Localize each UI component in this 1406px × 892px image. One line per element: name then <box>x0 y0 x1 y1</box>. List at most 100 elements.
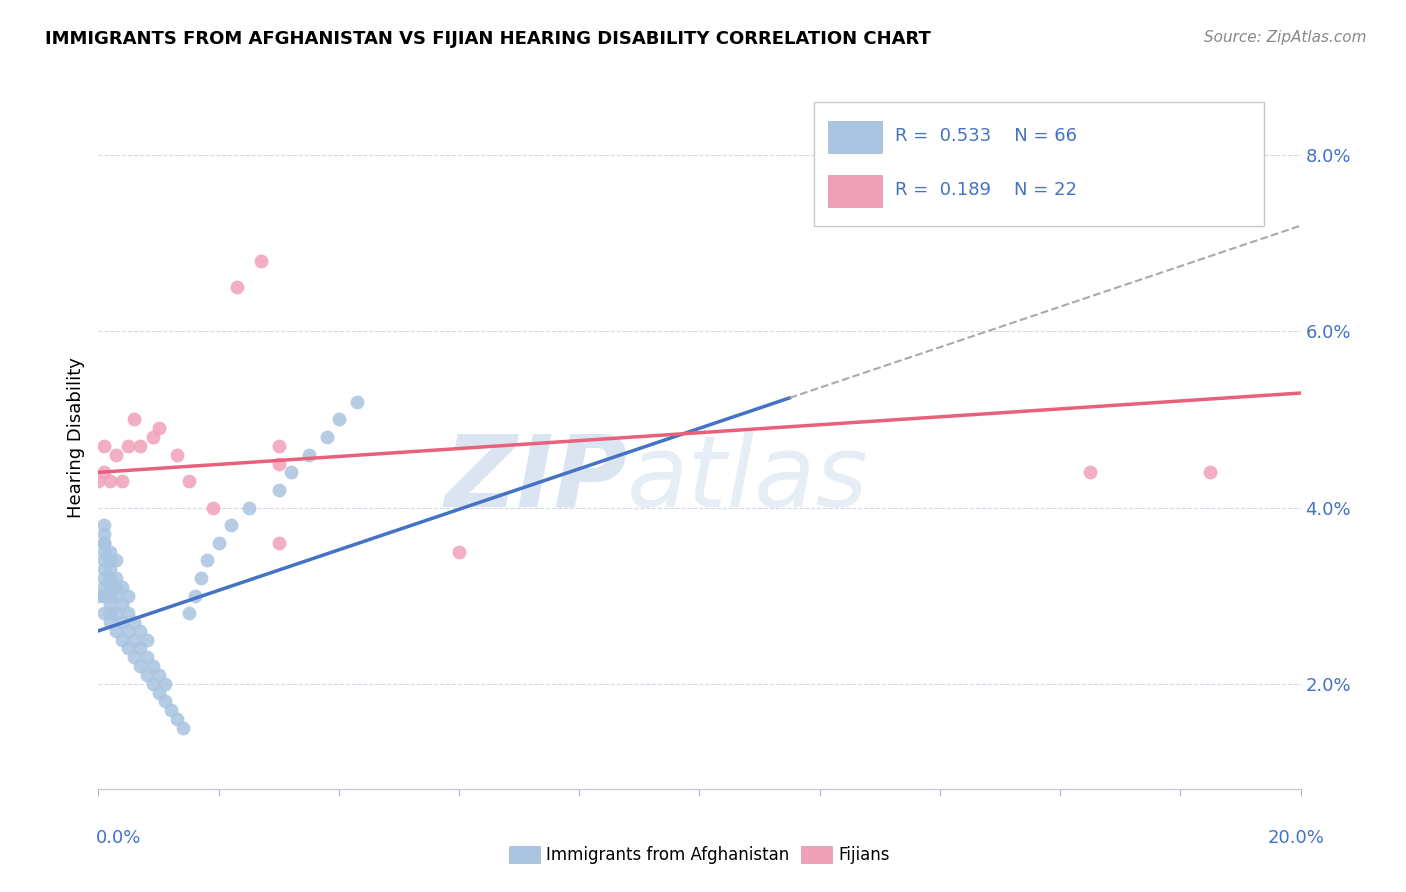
Point <box>100 562 122 576</box>
Text: atlas: atlas <box>627 431 869 528</box>
Point <box>105 553 128 567</box>
Point <box>87 589 110 603</box>
Point <box>93 589 115 603</box>
Text: ZIP: ZIP <box>444 431 627 528</box>
Point <box>93 527 115 541</box>
Point <box>93 535 115 549</box>
Point <box>183 589 205 603</box>
FancyBboxPatch shape <box>828 175 882 207</box>
Point <box>93 544 115 558</box>
Point <box>100 544 122 558</box>
Point <box>93 607 115 621</box>
Point <box>105 624 128 638</box>
Text: Source: ZipAtlas.com: Source: ZipAtlas.com <box>1204 30 1367 45</box>
Text: R =  0.533    N = 66: R = 0.533 N = 66 <box>896 128 1077 145</box>
Point <box>238 500 260 515</box>
Point <box>148 685 170 699</box>
Point <box>249 253 271 268</box>
Point <box>159 703 181 717</box>
Point <box>111 474 134 488</box>
Point <box>129 624 152 638</box>
Point <box>100 553 122 567</box>
Point <box>141 676 163 690</box>
Point <box>100 615 122 629</box>
Point <box>1199 466 1222 480</box>
Point <box>267 535 290 549</box>
Point <box>135 668 157 682</box>
Point <box>225 280 247 294</box>
Point <box>148 421 170 435</box>
Point <box>166 712 188 726</box>
Point <box>172 721 194 735</box>
Text: IMMIGRANTS FROM AFGHANISTAN VS FIJIAN HEARING DISABILITY CORRELATION CHART: IMMIGRANTS FROM AFGHANISTAN VS FIJIAN HE… <box>45 30 931 48</box>
Point <box>129 641 152 656</box>
Point <box>93 518 115 533</box>
Point <box>93 571 115 585</box>
Point <box>201 500 224 515</box>
Point <box>93 439 115 453</box>
Text: Fijians: Fijians <box>838 846 890 863</box>
Point <box>117 641 139 656</box>
Point <box>105 448 128 462</box>
Point <box>100 474 122 488</box>
Point <box>87 474 110 488</box>
Point <box>117 439 139 453</box>
Point <box>93 535 115 549</box>
Point <box>124 632 146 647</box>
Point <box>93 580 115 594</box>
Point <box>100 607 122 621</box>
Point <box>129 659 152 673</box>
Y-axis label: Hearing Disability: Hearing Disability <box>66 357 84 517</box>
Point <box>267 483 290 497</box>
Point <box>267 439 290 453</box>
Point <box>141 659 163 673</box>
Point <box>190 571 212 585</box>
Point <box>111 580 134 594</box>
Point <box>346 394 368 409</box>
Text: R =  0.189    N = 22: R = 0.189 N = 22 <box>896 181 1077 199</box>
Point <box>117 624 139 638</box>
Point <box>111 632 134 647</box>
Point <box>177 607 200 621</box>
Text: 0.0%: 0.0% <box>96 830 141 847</box>
Point <box>124 650 146 665</box>
Point <box>447 544 470 558</box>
FancyBboxPatch shape <box>828 121 882 153</box>
Point <box>208 535 231 549</box>
Point <box>100 580 122 594</box>
Point <box>111 598 134 612</box>
Point <box>105 589 128 603</box>
Point <box>117 607 139 621</box>
Point <box>100 598 122 612</box>
Point <box>166 448 188 462</box>
Point <box>148 668 170 682</box>
Point <box>105 580 128 594</box>
Text: 20.0%: 20.0% <box>1268 830 1324 847</box>
Point <box>105 607 128 621</box>
Point <box>93 466 115 480</box>
Point <box>105 571 128 585</box>
Point <box>129 439 152 453</box>
Point <box>153 694 176 708</box>
Point <box>153 676 176 690</box>
Point <box>195 553 218 567</box>
Point <box>267 457 290 471</box>
Point <box>177 474 200 488</box>
Point <box>219 518 242 533</box>
Point <box>298 448 321 462</box>
Point <box>315 430 337 444</box>
Point <box>124 615 146 629</box>
Point <box>100 589 122 603</box>
Point <box>135 632 157 647</box>
Point <box>141 430 163 444</box>
Point <box>328 412 350 426</box>
Point <box>93 553 115 567</box>
Point <box>117 589 139 603</box>
Text: Immigrants from Afghanistan: Immigrants from Afghanistan <box>546 846 789 863</box>
Point <box>100 571 122 585</box>
Point <box>93 562 115 576</box>
Point <box>135 650 157 665</box>
Point <box>280 466 302 480</box>
Point <box>111 615 134 629</box>
Point <box>1078 466 1101 480</box>
